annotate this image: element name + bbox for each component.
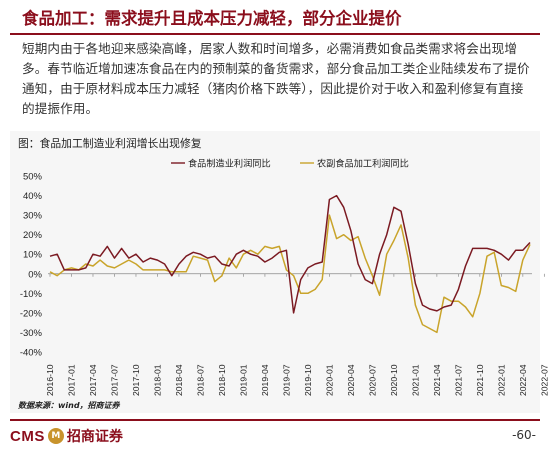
x-tick-label: 2016-10 (45, 364, 55, 396)
body-paragraph: 短期内由于各地迎来感染高峰，居家人数和时间增多，必需消费如食品类需求将会出现增多… (22, 41, 530, 116)
logo-mark-icon: M (47, 428, 64, 444)
x-tick-label: 2021-07 (453, 364, 463, 396)
x-tick-label: 2017-04 (88, 364, 98, 396)
chart-panel (10, 131, 540, 413)
x-tick-label: 2017-01 (66, 364, 76, 396)
y-tick-label: -40% (20, 348, 43, 359)
series-line (49, 214, 531, 334)
y-tick-label: -30% (20, 328, 43, 339)
x-tick-label: 2021-10 (475, 364, 485, 396)
chart-title: 图：食品加工制造业利润增长出现修复 (18, 137, 202, 150)
x-tick-label: 2017-10 (131, 364, 141, 396)
series-line (49, 194, 531, 314)
data-source: 数据来源：wind，招商证券 (18, 401, 120, 410)
logo-text: CMS (10, 427, 45, 445)
legend-label: 食品制造业利润同比 (188, 158, 271, 170)
y-tick-label: 30% (23, 211, 43, 222)
company-logo: CMS M 招商证券 (10, 425, 123, 447)
page-number: -60- (512, 428, 536, 442)
x-tick-label: 2020-10 (389, 364, 399, 396)
page-title: 食品加工：需求提升且成本压力减轻，部分企业提价 (22, 9, 402, 28)
x-tick-label: 2022-01 (496, 364, 506, 396)
title-divider (10, 33, 540, 35)
x-tick-label: 2022-07 (539, 364, 549, 396)
chart-legend: 食品制造业利润同比 农副食品加工利润同比 (171, 158, 409, 170)
x-tick-label: 2018-10 (217, 364, 227, 396)
x-tick-label: 2019-01 (238, 364, 248, 396)
y-tick-label: 10% (23, 250, 43, 261)
x-tick-label: 2020-07 (367, 364, 377, 396)
y-tick-label: -20% (20, 308, 43, 319)
x-tick-label: 2019-07 (281, 364, 291, 396)
x-tick-label: 2018-07 (195, 364, 205, 396)
legend-label: 农副食品加工利润同比 (317, 158, 409, 170)
y-tick-label: -10% (20, 289, 43, 300)
x-tick-label: 2020-01 (324, 364, 334, 396)
y-tick-label: 50% (23, 172, 43, 183)
x-tick-label: 2019-04 (260, 364, 270, 396)
logo-chinese-name: 招商证券 (66, 429, 123, 445)
chart-axes: 50% 40% 30% 20% 10% 0% -10% -20% -30% -40%2016-10… (20, 172, 550, 397)
y-tick-label: 20% (23, 230, 43, 241)
x-tick-label: 2021-04 (432, 364, 442, 396)
x-tick-label: 2020-04 (346, 364, 356, 396)
x-tick-label: 2022-04 (518, 364, 528, 396)
y-tick-label: 0% (28, 269, 42, 280)
x-tick-label: 2018-01 (152, 364, 162, 396)
x-tick-label: 2019-10 (303, 364, 313, 396)
y-tick-label: 40% (23, 191, 43, 202)
x-tick-label: 2018-04 (174, 364, 184, 396)
chart-series (49, 194, 531, 334)
footer-divider (10, 419, 540, 421)
x-tick-label: 2021-01 (410, 364, 420, 396)
x-tick-label: 2017-07 (109, 364, 119, 396)
